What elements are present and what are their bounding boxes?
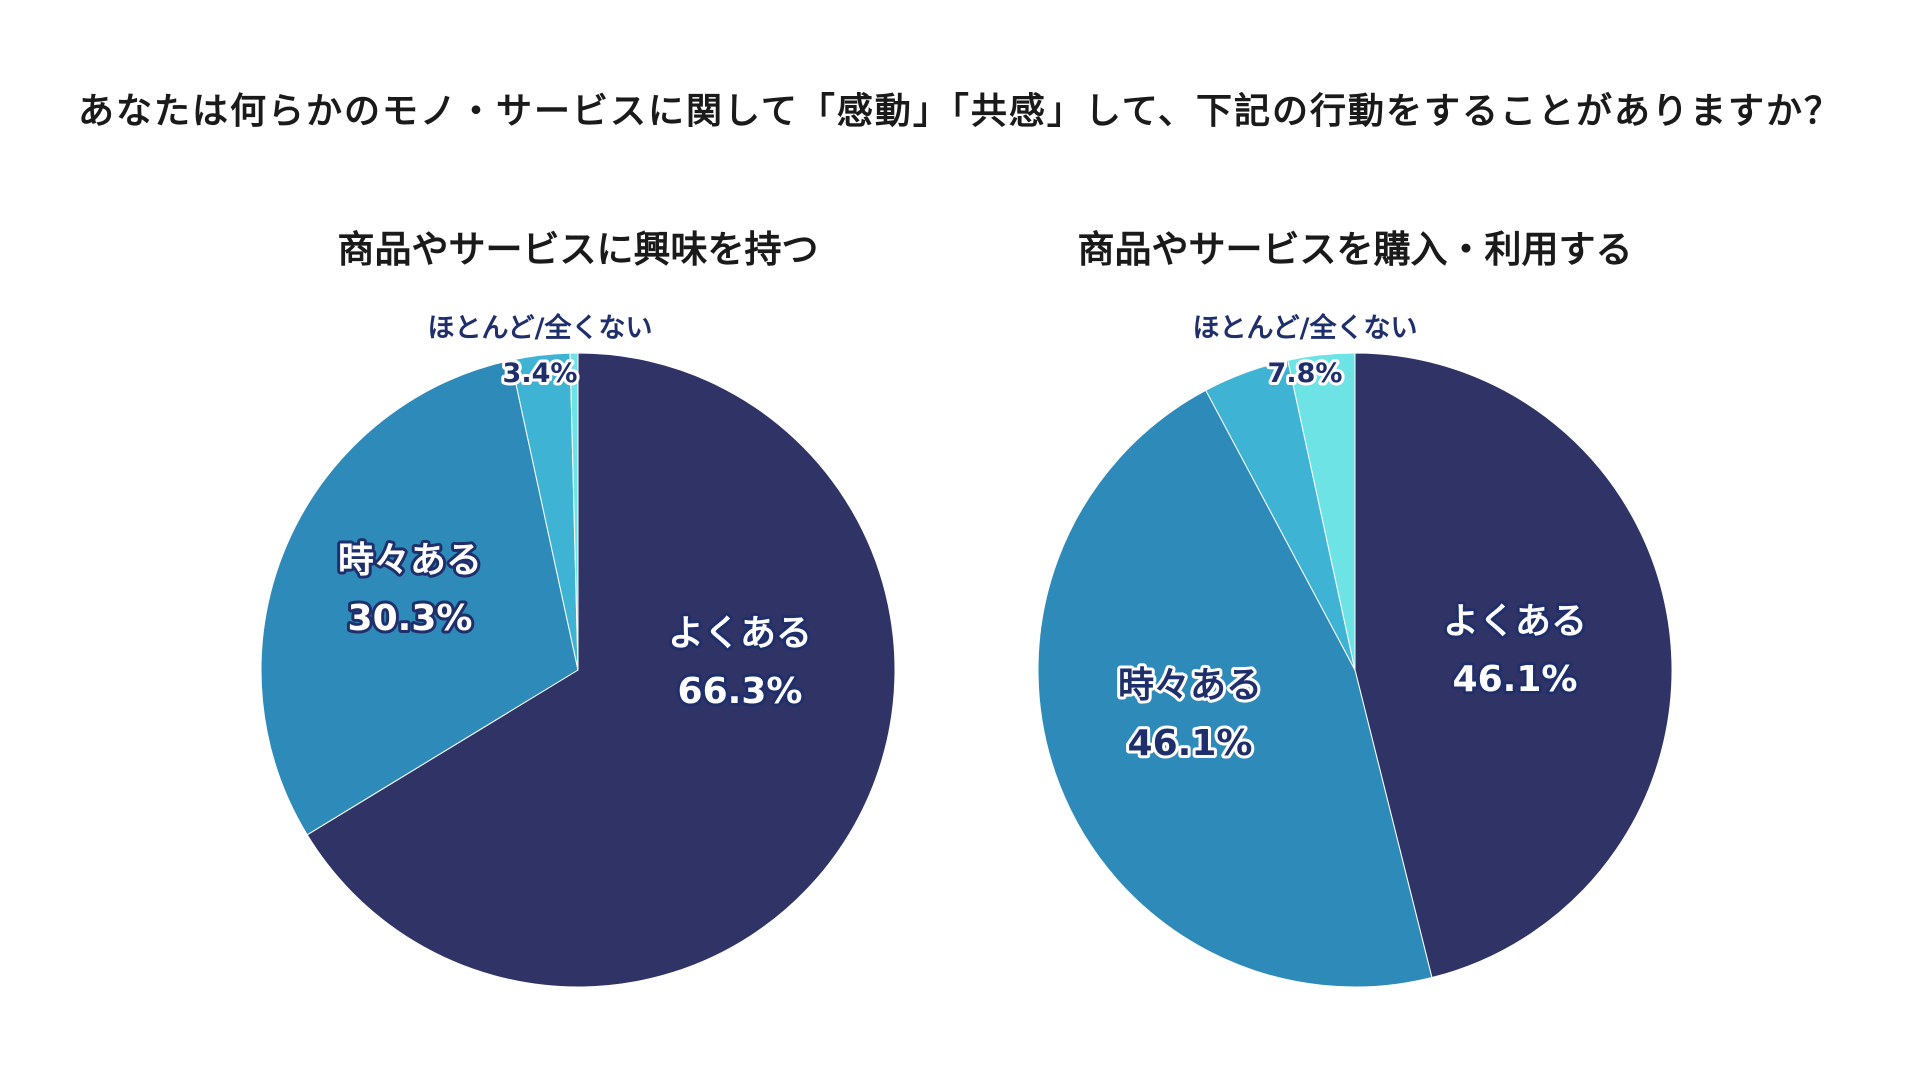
main-title: あなたは何らかのモノ・サービスに関して「感動」「共感」して、下記の行動をすること…	[77, 91, 1843, 132]
pie-slice-sometimes	[260, 359, 579, 836]
slice-value: 46.1%	[1128, 723, 1253, 764]
pie-slice-often	[1354, 352, 1673, 979]
pie-slice-often	[306, 352, 896, 988]
slice-value: 66.3%	[678, 671, 803, 712]
chart-title: 商品やサービスを購入・利用する	[1078, 228, 1633, 271]
slice-value: 46.1%	[1453, 659, 1578, 700]
pie-slice-never	[1287, 352, 1356, 671]
combined-label: ほとんど/全くない	[1192, 312, 1417, 344]
combined-value: 3.4%	[503, 358, 578, 389]
slice-label: 時々ある	[338, 540, 482, 581]
slice-label: よくある	[668, 613, 812, 654]
slice-label: よくある	[1443, 601, 1587, 642]
slice-label: 時々ある	[1118, 665, 1262, 706]
pie-slice-sometimes	[1037, 389, 1433, 988]
combined-label: ほとんど/全くない	[427, 312, 652, 344]
chart-title: 商品やサービスに興味を持つ	[338, 228, 819, 271]
slice-value: 30.3%	[348, 598, 473, 639]
pie-slice-never	[569, 352, 579, 671]
combined-value: 7.8%	[1268, 358, 1343, 389]
